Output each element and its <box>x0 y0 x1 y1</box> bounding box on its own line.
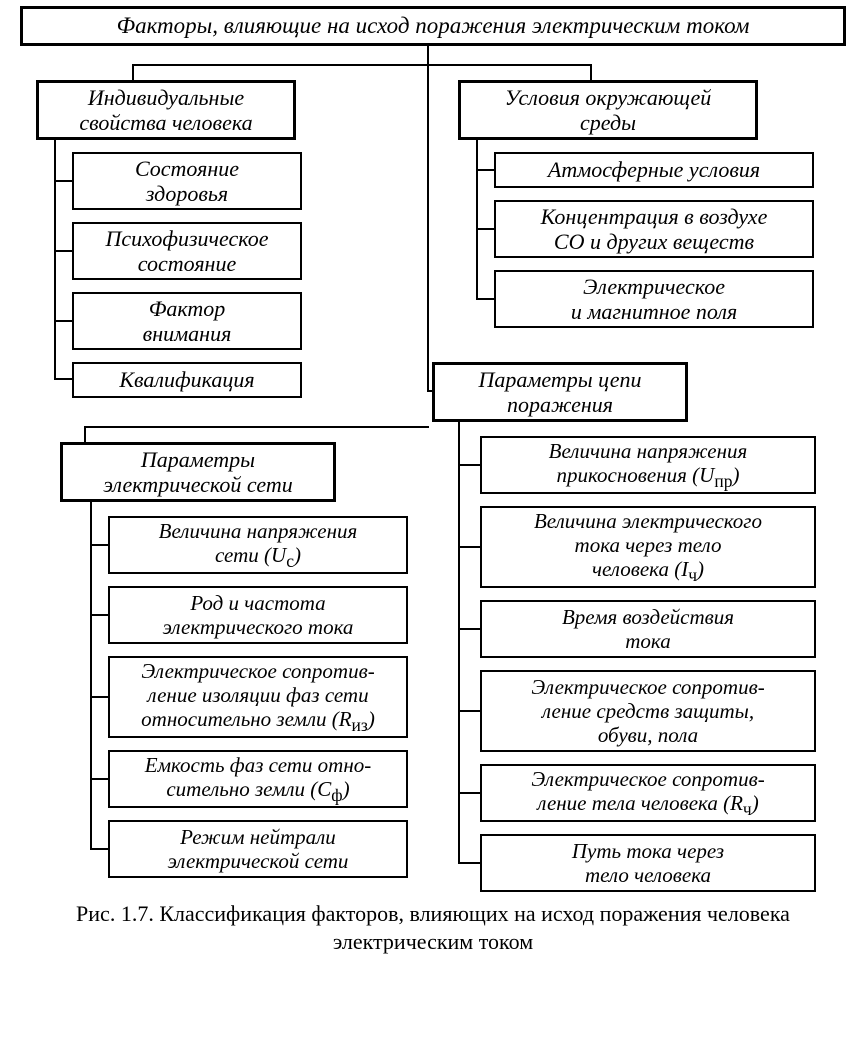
connector-line <box>90 778 108 780</box>
figure-caption: Рис. 1.7. Классификация факторов, влияющ… <box>23 900 843 955</box>
environment-item-1: Концентрация в воздухеСО и других вещест… <box>494 200 814 258</box>
connector-line <box>476 228 494 230</box>
environment-item-2: Электрическоеи магнитное поля <box>494 270 814 328</box>
individual-item-1: Психофизическоесостояние <box>72 222 302 280</box>
network-item-4: Режим нейтралиэлектрической сети <box>108 820 408 878</box>
network-item-3: Емкость фаз сети отно-сительно земли (Cф… <box>108 750 408 808</box>
diagram-canvas: Факторы, влияющие на исход поражения эле… <box>0 0 866 1063</box>
connector-line <box>427 46 429 66</box>
circuit-item-0: Величина напряженияприкосновения (Uпр) <box>480 436 816 494</box>
environment-title: Условия окружающейсреды <box>458 80 758 140</box>
connector-line <box>90 696 108 698</box>
connector-line <box>458 628 480 630</box>
connector-line <box>90 848 108 850</box>
connector-line <box>458 422 460 864</box>
circuit-item-4: Электрическое сопротив-ление тела челове… <box>480 764 816 822</box>
network-item-2: Электрическое сопротив-ление изоляции фа… <box>108 656 408 738</box>
connector-line <box>90 544 108 546</box>
circuit-item-5: Путь тока черезтело человека <box>480 834 816 892</box>
connector-line <box>84 426 429 428</box>
environment-item-0: Атмосферные условия <box>494 152 814 188</box>
connector-line <box>458 710 480 712</box>
connector-line <box>54 140 56 380</box>
connector-line <box>458 546 480 548</box>
connector-line <box>132 64 592 66</box>
circuit-title: Параметры цепипоражения <box>432 362 688 422</box>
connector-line <box>54 378 72 380</box>
circuit-item-3: Электрическое сопротив-ление средств защ… <box>480 670 816 752</box>
connector-line <box>458 464 480 466</box>
circuit-item-2: Время воздействиятока <box>480 600 816 658</box>
root-box: Факторы, влияющие на исход поражения эле… <box>20 6 846 46</box>
connector-line <box>90 502 92 850</box>
connector-line <box>132 64 134 80</box>
connector-line <box>476 298 494 300</box>
connector-line <box>458 792 480 794</box>
connector-line <box>476 140 478 300</box>
network-title: Параметрыэлектрической сети <box>60 442 336 502</box>
connector-line <box>90 614 108 616</box>
network-item-1: Род и частотаэлектрического тока <box>108 586 408 644</box>
connector-line <box>476 169 494 171</box>
connector-line <box>458 862 480 864</box>
individual-title: Индивидуальныесвойства человека <box>36 80 296 140</box>
individual-item-3: Квалификация <box>72 362 302 398</box>
connector-line <box>54 320 72 322</box>
connector-line <box>54 250 72 252</box>
connector-line <box>590 64 592 80</box>
network-item-0: Величина напряжениясети (Uс) <box>108 516 408 574</box>
connector-line <box>84 426 86 442</box>
connector-line <box>54 180 72 182</box>
individual-item-2: Факторвнимания <box>72 292 302 350</box>
circuit-item-1: Величина электрическоготока через телоче… <box>480 506 816 588</box>
connector-line <box>427 66 429 392</box>
individual-item-0: Состояниездоровья <box>72 152 302 210</box>
